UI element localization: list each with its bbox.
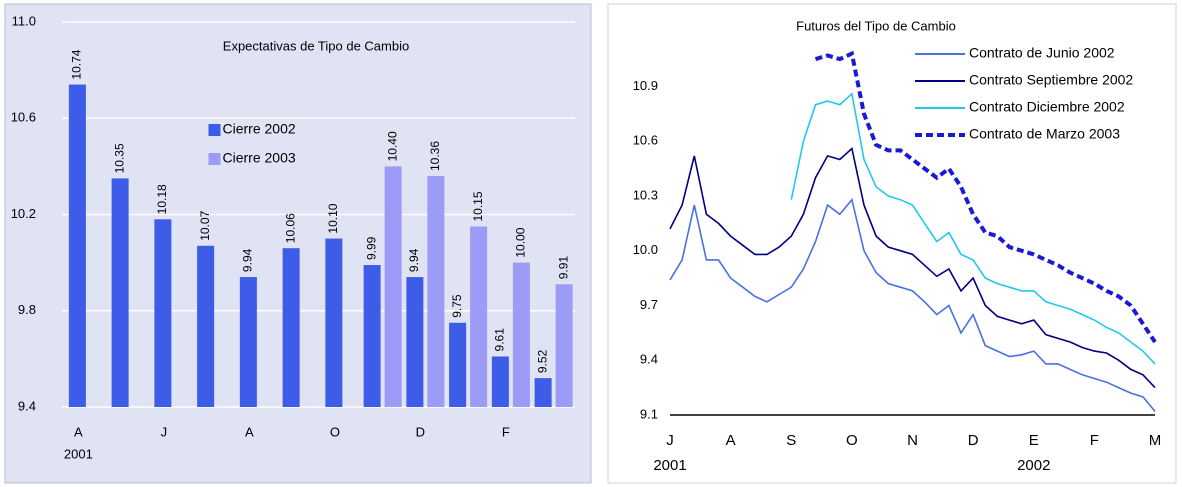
x-tick-label: F [502, 424, 510, 439]
legend-label: Cierre 2002 [223, 121, 296, 137]
y-tick-label: 9.1 [640, 406, 658, 421]
x-tick-label: S [786, 432, 796, 449]
bar [384, 166, 402, 407]
legend-label: Cierre 2003 [223, 150, 296, 166]
line-series [669, 197, 1156, 412]
left-panel [4, 3, 592, 484]
bar [555, 284, 573, 407]
value-label: 9.94 [407, 248, 421, 272]
bar [154, 219, 172, 407]
value-label: 9.94 [241, 248, 255, 272]
x-tick-label: O [330, 424, 340, 439]
chart-title: Expectativas de Tipo de Cambio [223, 38, 409, 53]
y-tick-label: 9.4 [18, 398, 36, 413]
y-tick-label: 10.6 [633, 133, 658, 148]
legend-label: Contrato de Marzo 2003 [969, 126, 1120, 142]
value-label: 10.18 [155, 184, 169, 214]
value-label: 10.35 [112, 143, 126, 173]
x-tick-label: J [666, 432, 674, 449]
bar [449, 322, 467, 407]
value-label: 10.74 [70, 49, 84, 79]
bar [512, 262, 530, 407]
x-tick-label: D [416, 424, 425, 439]
legend-label: Contrato Diciembre 2002 [969, 99, 1125, 115]
bar [68, 84, 86, 407]
value-label: 10.07 [198, 210, 212, 240]
x-tick-label: J [161, 424, 168, 439]
x-tick-label: E [1029, 432, 1039, 449]
bar [197, 245, 215, 407]
bar [470, 226, 488, 407]
value-label: 10.00 [514, 227, 528, 257]
line-series [669, 146, 1156, 389]
value-label: 10.06 [283, 213, 297, 243]
bar [239, 277, 257, 407]
y-tick-label: 10.3 [633, 187, 658, 202]
value-label: 10.36 [428, 141, 442, 171]
chart-title: Futuros del Tipo de Cambio [796, 18, 956, 33]
x-tick-label: M [1149, 432, 1162, 449]
bar [325, 238, 343, 407]
legend-label: Contrato de Junio 2002 [969, 45, 1115, 61]
year-label: 2001 [653, 457, 686, 474]
value-label: 10.15 [471, 191, 485, 221]
bar [427, 176, 445, 407]
y-tick-label: 9.8 [18, 302, 36, 317]
value-label: 9.99 [364, 236, 378, 260]
year-label: 2001 [64, 446, 93, 461]
bar [111, 178, 129, 407]
x-tick-label: A [74, 424, 83, 439]
bar [534, 378, 552, 407]
line-series [790, 92, 1156, 365]
y-tick-label: 10.0 [633, 242, 658, 257]
value-label: 9.91 [556, 256, 570, 280]
line-series [814, 50, 1157, 344]
y-tick-label: 10.6 [11, 110, 36, 125]
value-label: 9.52 [535, 349, 549, 373]
x-tick-label: F [1090, 432, 1099, 449]
x-tick-label: A [726, 432, 736, 449]
bar [282, 248, 300, 407]
y-tick-label: 10.9 [633, 78, 658, 93]
year-label: 2002 [1017, 457, 1050, 474]
bar [363, 265, 381, 407]
value-label: 9.61 [493, 328, 507, 352]
legend-label: Contrato Septiembre 2002 [969, 72, 1133, 88]
x-tick-label: D [968, 432, 979, 449]
legend-swatch [208, 153, 221, 165]
bar [491, 356, 509, 407]
y-tick-label: 9.7 [640, 297, 658, 312]
y-tick-label: 11.0 [12, 13, 36, 28]
y-tick-label: 9.4 [640, 352, 658, 367]
x-tick-label: O [846, 432, 858, 449]
value-label: 9.75 [450, 294, 464, 318]
x-tick-label: N [907, 432, 918, 449]
x-tick-label: A [245, 424, 254, 439]
legend-swatch [208, 124, 221, 136]
y-tick-label: 10.2 [11, 206, 36, 221]
value-label: 10.40 [385, 131, 399, 161]
bar [406, 277, 424, 407]
value-label: 10.10 [326, 203, 340, 233]
